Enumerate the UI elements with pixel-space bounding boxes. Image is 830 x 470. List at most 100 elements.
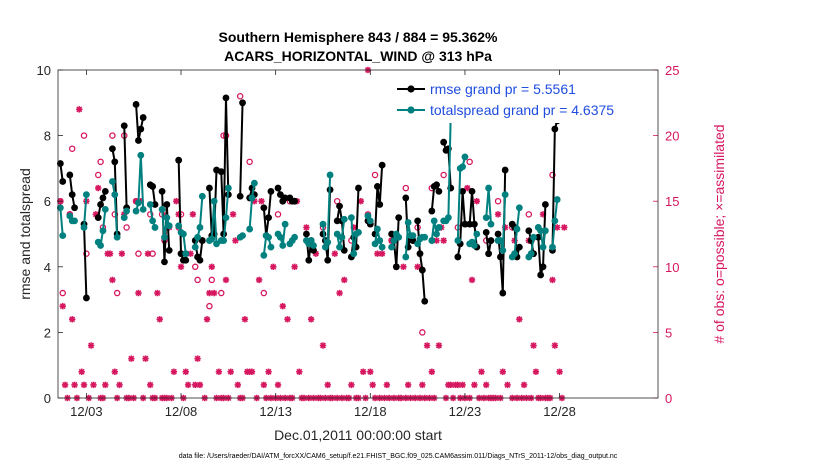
obs-assimilated-point — [435, 342, 443, 349]
totalspread-point — [175, 222, 183, 230]
obs-possible-point — [135, 250, 142, 257]
totalspread-point — [194, 233, 201, 241]
obs-assimilated-stroke — [435, 342, 442, 349]
rmse-point — [56, 160, 64, 167]
obs-assimilated-stroke — [341, 276, 348, 283]
rmse-point — [515, 243, 523, 251]
obs-assimilated-stroke — [495, 211, 502, 218]
totalspread-point — [350, 250, 358, 258]
obs-assimilated-stroke — [69, 316, 76, 323]
y-axis-right-label: # of obs: o=possible; ×=assimilated — [711, 124, 727, 343]
obs-assimilated-point — [447, 381, 454, 389]
obs-assimilated-stroke — [194, 355, 201, 362]
rmse-point — [206, 184, 213, 192]
obs-assimilated-stroke — [483, 381, 490, 388]
totalspread-point — [250, 179, 258, 187]
obs-assimilated-point — [468, 276, 476, 284]
rmse-point — [120, 122, 128, 130]
totalspread-point — [326, 171, 334, 179]
rmse-point — [416, 250, 424, 258]
obs-assimilated-point — [210, 289, 218, 297]
obs-assimilated-stroke — [156, 316, 163, 323]
obs-possible-point — [206, 302, 213, 310]
obs-assimilated-stroke — [211, 290, 218, 297]
totalspread-point — [248, 194, 256, 202]
obs-assimilated-point — [404, 381, 412, 389]
obs-assimilated-stroke — [251, 198, 258, 205]
obs-assimilated-stroke — [111, 368, 118, 375]
totalspread-line-segment — [430, 219, 440, 241]
obs-assimilated-stroke — [447, 381, 454, 388]
obs-assimilated-stroke — [428, 368, 435, 375]
totalspread-point — [149, 217, 157, 225]
obs-assimilated-stroke — [551, 342, 558, 349]
chart-title-line2: ACARS_HORIZONTAL_WIND @ 313 hPa — [224, 48, 492, 64]
obs-assimilated-stroke — [561, 224, 568, 231]
rmse-point — [466, 220, 474, 228]
obs-assimilated-point — [87, 342, 95, 349]
rmse-point — [217, 168, 225, 176]
obs-assimilated-stroke — [440, 237, 447, 244]
totalspread-point — [109, 178, 116, 185]
totalspread-point — [101, 206, 109, 213]
totalspread-point — [513, 225, 521, 233]
obs-possible-point — [549, 171, 556, 179]
y-left-tick-label: 4 — [44, 260, 51, 275]
obs-assimilated-stroke — [76, 106, 83, 113]
totalspread-point — [99, 227, 107, 235]
obs-assimilated-stroke — [383, 381, 390, 388]
rmse-line-segment — [83, 224, 88, 298]
totalspread-point — [111, 191, 119, 199]
obs-assimilated-stroke — [303, 224, 310, 231]
totalspread-point — [97, 242, 104, 249]
rmse-line-segment — [97, 191, 107, 218]
obs-assimilated-point — [68, 316, 76, 323]
obs-assimilated-stroke — [357, 198, 364, 205]
totalspread-point — [135, 199, 142, 207]
obs-assimilated-stroke — [59, 303, 66, 310]
rmse-point — [198, 237, 206, 244]
obs-assimilated-stroke — [102, 381, 109, 388]
rmse-point — [374, 183, 381, 190]
totalspread-point — [530, 233, 537, 241]
rmse-point — [175, 156, 183, 164]
rmse-point — [485, 250, 492, 258]
obs-assimilated-stroke — [433, 237, 440, 244]
totalspread-point — [539, 243, 547, 251]
obs-assimilated-point — [78, 368, 85, 375]
obs-assimilated-point — [260, 381, 268, 389]
obs-assimilated-stroke — [469, 276, 476, 283]
obs-possible-point — [525, 211, 533, 218]
totalspread-point — [139, 206, 147, 213]
obs-assimilated-stroke — [454, 381, 461, 388]
rmse-point — [274, 184, 282, 192]
totalspread-point — [497, 237, 504, 244]
totalspread-point — [454, 237, 462, 244]
rmse-point — [501, 166, 509, 174]
rmse-point — [182, 256, 190, 264]
obs-assimilated-point — [400, 263, 407, 270]
totalspread-point — [459, 163, 466, 171]
obs-assimilated-stroke — [62, 381, 69, 388]
obs-assimilated-stroke — [270, 263, 277, 270]
totalspread-point — [366, 217, 374, 225]
obs-assimilated-point — [111, 368, 118, 375]
rmse-point — [388, 230, 395, 238]
obs-possible-point — [59, 289, 66, 297]
rmse-point — [132, 101, 140, 108]
totalspread-point — [82, 191, 90, 199]
obs-assimilated-stroke — [419, 381, 426, 388]
obs-possible-point — [260, 289, 268, 297]
totalspread-point — [338, 233, 346, 241]
totalspread-point — [137, 151, 145, 159]
totalspread-point — [487, 220, 495, 228]
totalspread-point — [355, 228, 362, 236]
totalspread-point — [163, 214, 171, 222]
y-right-tick-label: 5 — [665, 325, 672, 340]
totalspread-point — [319, 220, 327, 228]
totalspread-point — [485, 184, 492, 192]
rmse-point — [454, 253, 462, 261]
obs-assimilated-point — [215, 368, 223, 375]
obs-possible-point — [217, 289, 225, 297]
obs-possible-point — [113, 289, 121, 297]
